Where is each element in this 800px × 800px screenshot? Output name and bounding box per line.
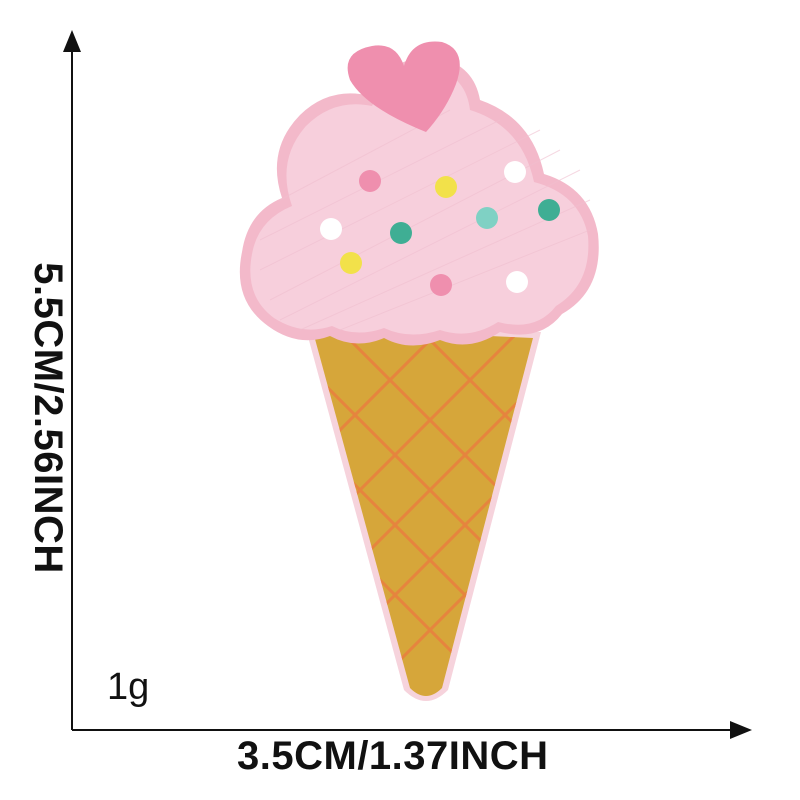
horizontal-arrow-head <box>730 721 752 739</box>
sprinkle-dot <box>390 222 412 244</box>
sprinkle-dot <box>506 271 528 293</box>
cone-body <box>312 328 533 696</box>
dimension-axes <box>63 30 752 739</box>
width-dimension-label: 3.5CM/1.37INCH <box>237 734 549 778</box>
sprinkle-dot <box>435 176 457 198</box>
height-dimension-label: 5.5CM/2.56INCH <box>26 262 70 574</box>
sprinkle-dot <box>504 161 526 183</box>
sprinkle-dot <box>359 170 381 192</box>
sprinkle-dot <box>340 252 362 274</box>
sprinkle-dot <box>320 218 342 240</box>
sprinkle-dot <box>476 207 498 229</box>
sprinkles <box>320 161 560 296</box>
sprinkle-dot <box>430 274 452 296</box>
weight-label: 1g <box>107 666 150 708</box>
scoop-body <box>250 69 589 335</box>
ice-cream-scoop <box>239 57 599 346</box>
sprinkle-dot <box>538 199 560 221</box>
heart-icon <box>347 41 460 132</box>
vertical-arrow-head <box>63 30 81 52</box>
